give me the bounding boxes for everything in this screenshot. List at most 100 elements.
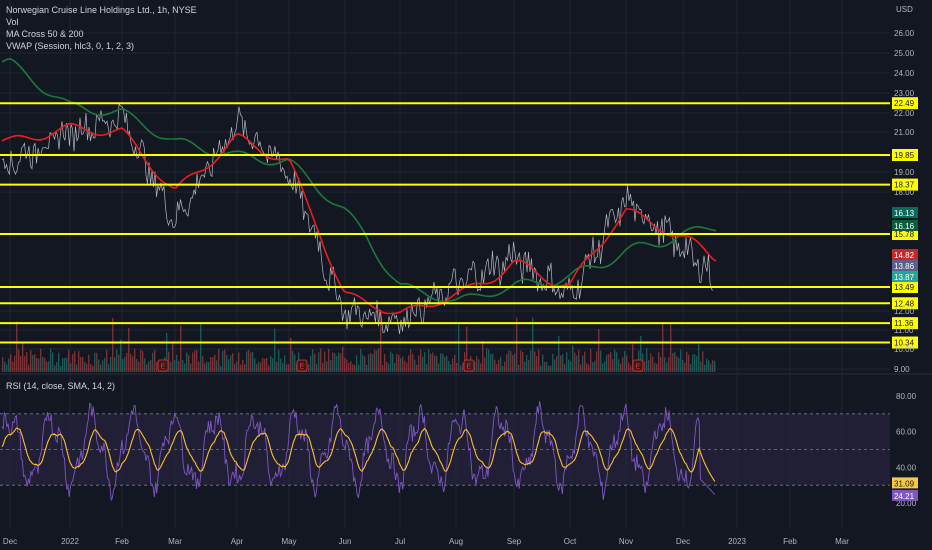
volume-bar <box>76 364 78 372</box>
volume-bar <box>506 354 508 372</box>
volume-bar <box>82 357 84 372</box>
volume-bar <box>176 354 178 372</box>
volume-bar <box>152 352 154 372</box>
volume-bar <box>212 357 214 372</box>
volume-bar <box>500 356 502 372</box>
volume-bar <box>340 353 342 372</box>
volume-bar <box>380 310 382 372</box>
volume-bar <box>490 353 492 372</box>
volume-bar <box>8 358 10 372</box>
volume-bar <box>138 361 140 372</box>
price-axis-tick: 12.00 <box>894 307 915 316</box>
volume-bar <box>482 341 484 372</box>
volume-bar <box>698 344 700 372</box>
price-axis-tick: 22.00 <box>894 109 915 118</box>
volume-bar <box>488 349 490 372</box>
volume-bar <box>400 358 402 372</box>
volume-bar <box>218 348 220 372</box>
volume-bar <box>624 351 626 372</box>
volume-bar <box>504 361 506 372</box>
volume-bar <box>60 365 62 372</box>
volume-bar <box>204 363 206 372</box>
volume-bar <box>178 361 180 372</box>
level-label-bg <box>892 297 918 310</box>
volume-bar <box>86 363 88 372</box>
volume-bar <box>508 350 510 372</box>
volume-bar <box>242 360 244 372</box>
volume-bar <box>324 351 326 372</box>
volume-bar <box>640 335 642 372</box>
volume-bar <box>432 352 434 372</box>
volume-bar <box>648 360 650 372</box>
volume-bar <box>124 356 126 372</box>
volume-bar <box>136 358 138 372</box>
series-rsi <box>1 401 716 502</box>
volume-bar <box>270 356 272 372</box>
volume-bar <box>246 351 248 372</box>
volume-bar <box>68 349 70 372</box>
volume-bar <box>292 350 294 372</box>
volume-bar <box>452 358 454 372</box>
volume-bar <box>256 364 258 372</box>
volume-bar <box>460 365 462 372</box>
volume-bar <box>314 354 316 372</box>
volume-bar <box>208 362 210 372</box>
price-badge-bg <box>892 271 918 282</box>
volume-bar <box>408 355 410 372</box>
volume-bar <box>232 353 234 372</box>
volume-bar <box>172 342 174 372</box>
volume-bar <box>36 357 38 372</box>
volume-bar <box>406 362 408 372</box>
volume-bar <box>536 356 538 372</box>
volume-bar <box>288 364 290 372</box>
level-label: 12.48 <box>894 299 915 308</box>
volume-bar <box>714 360 716 372</box>
price-badge-bg <box>892 220 918 231</box>
volume-bar <box>626 355 628 372</box>
volume-bar <box>540 365 542 372</box>
legend-symbol: Norwegian Cruise Line Holdings Ltd., 1h,… <box>6 5 197 15</box>
volume-bar <box>22 342 24 372</box>
volume-bar <box>512 355 514 372</box>
volume-bar <box>684 362 686 372</box>
volume-bar <box>362 354 364 372</box>
volume-bar <box>110 357 112 372</box>
price-axis-tick: 25.00 <box>894 49 915 58</box>
volume-bar <box>312 348 314 372</box>
volume-bar <box>16 321 18 372</box>
volume-bar <box>290 337 292 372</box>
volume-bar <box>278 349 280 372</box>
volume-bar <box>128 327 130 372</box>
volume-bar <box>366 364 368 372</box>
volume-bar <box>374 349 376 372</box>
volume-bar <box>688 354 690 372</box>
time-axis-tick: Jul <box>395 537 405 546</box>
time-axis-tick: May <box>281 537 296 546</box>
volume-bar <box>492 353 494 372</box>
time-axis-tick: 2023 <box>728 537 746 546</box>
volume-bar <box>130 353 132 372</box>
volume-bar <box>388 363 390 372</box>
volume-bar <box>692 354 694 372</box>
volume-bar <box>98 359 100 372</box>
volume-bar <box>660 356 662 372</box>
volume-bar <box>198 361 200 372</box>
volume-bar <box>446 355 448 372</box>
volume-bar <box>254 358 256 372</box>
volume-bar <box>534 351 536 372</box>
volume-bar <box>230 355 232 372</box>
price-badge-bg <box>892 207 918 218</box>
time-axis-tick: Apr <box>231 537 244 546</box>
volume-bar <box>614 349 616 372</box>
price-axis-tick: 23.00 <box>894 89 915 98</box>
volume-bar <box>618 359 620 372</box>
volume-bar <box>516 317 518 372</box>
volume-bar <box>544 361 546 372</box>
volume-bar <box>352 364 354 372</box>
volume-bar <box>348 363 350 372</box>
volume-bar <box>168 351 170 372</box>
volume-bar <box>430 353 432 372</box>
series-ma-200 <box>1 58 717 303</box>
price-badge: 14.82 <box>894 251 915 260</box>
